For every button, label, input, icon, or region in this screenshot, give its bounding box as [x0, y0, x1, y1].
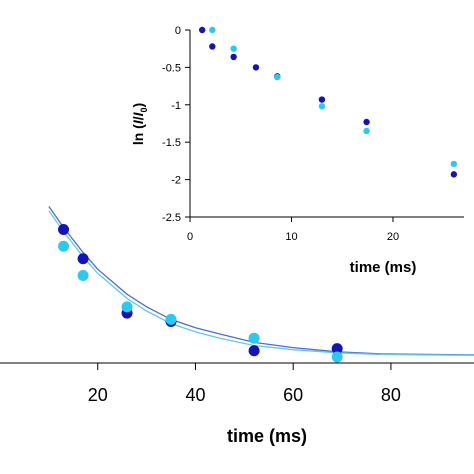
inset-x-ticks: 0 10 20 [187, 217, 399, 243]
main-fit-line [48, 206, 474, 356]
main-data-point [248, 332, 260, 344]
main-data-point [77, 269, 89, 281]
inset-data-point [230, 45, 237, 52]
inset-data-point [318, 103, 326, 110]
inset-y-axis-title: ln (I/I0) [130, 103, 149, 145]
inset-data-point [363, 118, 370, 126]
inset-data-point [198, 26, 206, 34]
inset-x-tick-label: 10 [285, 231, 297, 243]
inset-data-point [274, 73, 281, 81]
inset-data-point [450, 160, 458, 168]
inset-y-tick-label: 0 [175, 25, 181, 37]
main-data-point [248, 345, 260, 357]
main-data-point [121, 301, 133, 313]
inset-x-tick-label: 20 [387, 231, 399, 243]
inset-data-point [230, 53, 237, 61]
main-data-point [165, 313, 177, 325]
inset-data-point [450, 171, 458, 178]
inset-data-point [209, 43, 216, 50]
inset-chart: 0 -0.5 -1 -1.5 -2 -2.5 0 10 20 ln (I/I0) time (… [130, 25, 464, 276]
main-data-point [58, 240, 70, 252]
main-data-point [331, 343, 343, 355]
inset-y-tick-label: -0.5 [162, 62, 181, 74]
inset-y-tick-label: -2 [171, 175, 181, 187]
main-x-tick-label: 20 [88, 385, 108, 405]
inset-data-point [252, 64, 260, 71]
main-data-point [331, 351, 343, 363]
inset-points [198, 26, 458, 178]
inset-y-tick-label: -1.5 [162, 137, 181, 149]
main-x-tick-label: 60 [283, 385, 303, 405]
main-data-point [58, 224, 70, 236]
inset-data-point [363, 127, 370, 135]
main-x-tick-label: 80 [381, 385, 401, 405]
inset-y-tick-label: -1 [171, 100, 181, 112]
inset-data-point [318, 96, 326, 103]
main-chart: 20 40 60 80 time (ms) [0, 206, 474, 446]
inset-x-tick-label: 0 [187, 231, 193, 243]
main-points [58, 224, 343, 363]
main-x-axis-title: time (ms) [227, 426, 307, 446]
inset-data-point [209, 26, 216, 34]
inset-y-ticks: 0 -0.5 -1 -1.5 -2 -2.5 [162, 25, 190, 224]
inset-y-tick-label: -2.5 [162, 212, 181, 224]
inset-x-axis-title: time (ms) [350, 259, 417, 276]
main-x-ticks: 20 40 60 80 [88, 363, 401, 405]
main-data-point [77, 253, 89, 265]
main-fit-lines [48, 206, 474, 356]
main-x-tick-label: 40 [185, 385, 205, 405]
main-fit-line [48, 210, 474, 356]
